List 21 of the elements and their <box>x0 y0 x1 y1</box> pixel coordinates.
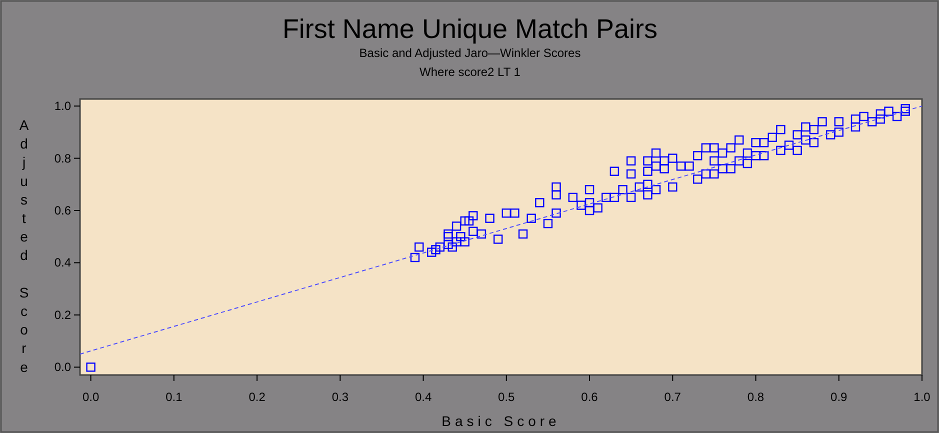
x-tick-label: 0.0 <box>82 390 100 404</box>
y-tick-label: 0.8 <box>54 151 72 166</box>
x-tick-label: 0.3 <box>332 390 349 404</box>
y-tick-label: 0.6 <box>54 203 72 218</box>
x-tick-label: 0.7 <box>664 390 682 404</box>
x-tick-label: 0.8 <box>747 390 764 404</box>
text: Adjusted Score <box>19 117 29 375</box>
y-tick-label: 0.4 <box>54 256 72 270</box>
x-axis-title: Basic Score <box>442 413 560 429</box>
x-tick-label: 0.6 <box>581 390 598 404</box>
y-tick-label: 0.2 <box>54 308 72 322</box>
x-tick-label: 0.9 <box>830 390 848 404</box>
x-tick-label: 0.2 <box>248 390 266 404</box>
x-tick-label: 0.4 <box>414 390 432 404</box>
x-tick-label: 1.0 <box>914 390 931 404</box>
y-tick-label: 1.0 <box>54 99 72 114</box>
x-tick-label: 0.5 <box>498 390 516 404</box>
chart-subtitle: Basic and Adjusted Jaro—Winkler Scores Where score2 LT 1 <box>359 46 581 79</box>
chart-title: First Name Unique Match Pairs <box>282 14 658 44</box>
x-tick-label: 0.1 <box>166 390 183 404</box>
y-tick-label: 0.0 <box>54 360 72 374</box>
